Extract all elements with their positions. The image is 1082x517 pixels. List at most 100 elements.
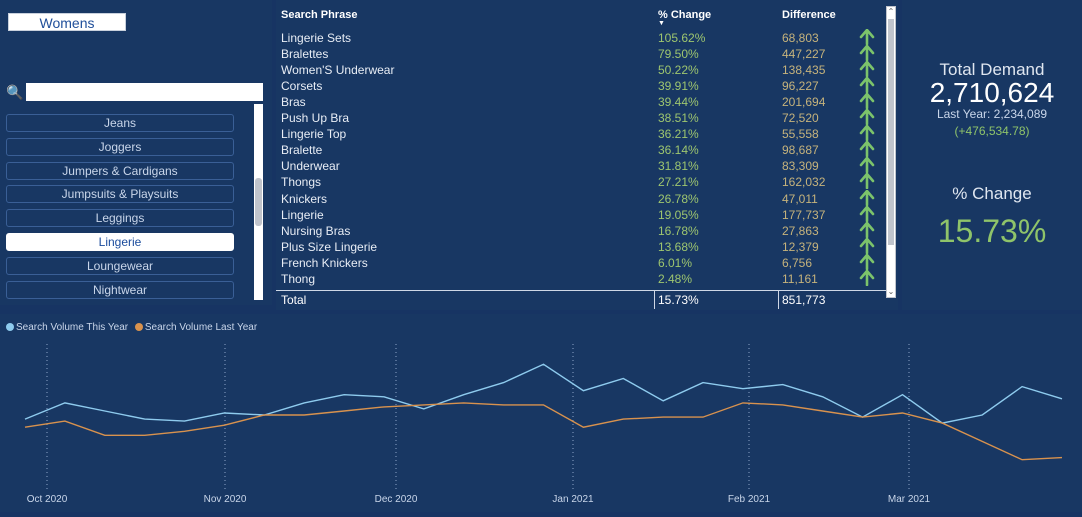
arrow-up-icon	[859, 77, 875, 94]
total-diff: 851,773	[782, 293, 826, 307]
cell-difference: 162,032	[782, 175, 826, 190]
header-search-phrase[interactable]: Search Phrase	[281, 9, 358, 21]
slicer-scrollbar[interactable]	[254, 104, 263, 300]
arrow-up-icon	[859, 173, 875, 190]
scroll-up-icon[interactable]: ⌃	[887, 7, 895, 16]
total-divider	[654, 291, 655, 309]
arrow-up-icon	[859, 125, 875, 142]
cell-difference: 72,520	[782, 111, 819, 126]
cell-difference: 177,737	[782, 207, 826, 222]
cell-search-phrase: Plus Size Lingerie	[281, 239, 378, 254]
cell-search-phrase: Thongs	[281, 175, 322, 190]
cell-search-phrase: Lingerie	[281, 207, 324, 222]
cell-difference: 447,227	[782, 47, 826, 62]
cell-difference: 6,756	[782, 255, 813, 270]
table-row[interactable]: Plus Size Lingerie 13.68% 12,379	[276, 237, 886, 256]
table-row[interactable]: Bras 39.44% 201,694	[276, 93, 886, 111]
slicer-item[interactable]: Jeans	[6, 114, 234, 132]
table-row[interactable]: Women'S Underwear 50.22% 138,435	[276, 61, 886, 79]
cell-pct-change: 31.81%	[658, 159, 699, 174]
cell-search-phrase: Nursing Bras	[281, 223, 351, 238]
search-input[interactable]	[26, 83, 263, 101]
slicer-item[interactable]: Joggers	[6, 137, 234, 156]
table-row[interactable]: Thong 2.48% 11,161	[276, 269, 886, 288]
cell-search-phrase: Underwear	[281, 159, 340, 174]
filter-panel: Womens 🔍 Jeans Joggers Jumpers & Cardigans…	[0, 0, 272, 305]
table-row[interactable]: Bralette 36.14% 98,687	[276, 141, 886, 159]
table-scrollbar[interactable]: ⌃ ⌄	[886, 6, 896, 298]
legend-marker-last-year	[134, 323, 143, 331]
cell-difference: 47,011	[782, 191, 818, 206]
table-row[interactable]: French Knickers 6.01% 6,756	[276, 253, 886, 272]
x-tick-label: Jan 2021	[552, 494, 594, 505]
cell-pct-change: 2.48%	[658, 271, 693, 286]
cell-search-phrase: Bras	[281, 95, 306, 110]
table-row[interactable]: Nursing Bras 16.78% 27,863	[276, 221, 886, 240]
legend-this-year[interactable]: Search Volume This Year	[16, 322, 129, 333]
sort-desc-icon: ▼	[658, 20, 665, 27]
slicer-scroll-thumb[interactable]	[255, 178, 262, 226]
line-chart: Oct 2020 Nov 2020 Dec 2020 Jan 2021 Feb 2021…	[24, 344, 1063, 505]
table-row[interactable]: Corsets 39.91% 96,227	[276, 77, 886, 95]
slicer-item[interactable]: Leggings	[6, 209, 234, 228]
cell-difference: 12,379	[782, 239, 819, 254]
table-row[interactable]: Lingerie Sets 105.62% 68,803	[276, 29, 886, 47]
slicer-item[interactable]: Jumpers & Cardigans	[6, 161, 234, 180]
total-demand-value: 2,710,624	[929, 77, 1055, 108]
search-phrase-table: Search Phrase % Change Difference ▼ Ling…	[276, 0, 898, 310]
series-line-last-year[interactable]	[24, 402, 1063, 461]
arrow-up-icon	[859, 109, 875, 126]
cell-search-phrase: Lingerie Top	[281, 127, 347, 142]
cell-search-phrase: Women'S Underwear	[281, 63, 395, 78]
gender-filter[interactable]: Womens	[8, 13, 126, 31]
cell-difference: 11,161	[782, 271, 818, 286]
cell-difference: 138,435	[782, 63, 826, 78]
total-pct: 15.73%	[658, 293, 699, 307]
cell-pct-change: 36.21%	[658, 127, 699, 142]
cell-difference: 27,863	[782, 223, 819, 238]
pct-change-value: 15.73%	[937, 213, 1047, 249]
search-volume-chart: Search Volume This Year Search Volume La…	[0, 314, 1082, 512]
table-scroll-thumb[interactable]	[888, 19, 894, 245]
legend-marker-this-year	[6, 323, 14, 331]
slicer-item[interactable]: Loungewear	[6, 256, 234, 275]
arrow-up-icon	[859, 189, 875, 206]
cell-difference: 55,558	[782, 127, 819, 142]
cell-search-phrase: Bralette	[281, 143, 323, 158]
cell-search-phrase: Thong	[281, 271, 316, 286]
slicer-item[interactable]: Lingerie	[6, 233, 234, 251]
kpi-panel: Total Demand 2,710,624 Last Year: 2,234,…	[902, 0, 1082, 310]
series-line-this-year[interactable]	[24, 363, 1063, 424]
cell-pct-change: 27.21%	[658, 175, 699, 190]
last-year-value: Last Year: 2,234,089	[936, 107, 1048, 121]
cell-difference: 83,309	[782, 159, 819, 174]
table-row[interactable]: Lingerie Top 36.21% 55,558	[276, 125, 886, 143]
legend-last-year[interactable]: Search Volume Last Year	[144, 322, 258, 333]
arrow-up-icon	[859, 141, 875, 158]
table-row[interactable]: Bralettes 79.50% 447,227	[276, 45, 886, 63]
cell-pct-change: 39.91%	[658, 79, 699, 94]
x-tick-label: Mar 2021	[888, 494, 931, 505]
header-pct-change[interactable]: % Change	[658, 9, 712, 21]
x-tick-label: Feb 2021	[728, 494, 771, 505]
table-row[interactable]: Push Up Bra 38.51% 72,520	[276, 109, 886, 127]
table-row[interactable]: Thongs 27.21% 162,032	[276, 173, 886, 191]
cell-pct-change: 39.44%	[658, 95, 699, 110]
cell-search-phrase: Corsets	[281, 79, 323, 94]
slicer-item[interactable]: Jumpsuits & Playsuits	[6, 185, 234, 204]
arrow-up-icon	[859, 61, 875, 78]
arrow-up-icon	[859, 269, 875, 286]
arrow-up-icon	[859, 221, 875, 238]
cell-pct-change: 36.14%	[658, 143, 699, 158]
table-row[interactable]: Lingerie 19.05% 177,737	[276, 205, 886, 224]
slicer-item[interactable]: Nightwear	[6, 280, 234, 299]
table-row[interactable]: Underwear 31.81% 83,309	[276, 157, 886, 175]
x-tick-label: Oct 2020	[27, 494, 68, 505]
cell-pct-change: 50.22%	[658, 63, 699, 78]
pct-change-title: % Change	[952, 184, 1032, 203]
scroll-down-icon[interactable]: ⌄	[887, 287, 895, 296]
arrow-up-icon	[859, 45, 875, 62]
total-demand-title: Total Demand	[939, 60, 1045, 79]
header-difference[interactable]: Difference	[782, 9, 836, 21]
table-row[interactable]: Knickers 26.78% 47,011	[276, 189, 886, 208]
